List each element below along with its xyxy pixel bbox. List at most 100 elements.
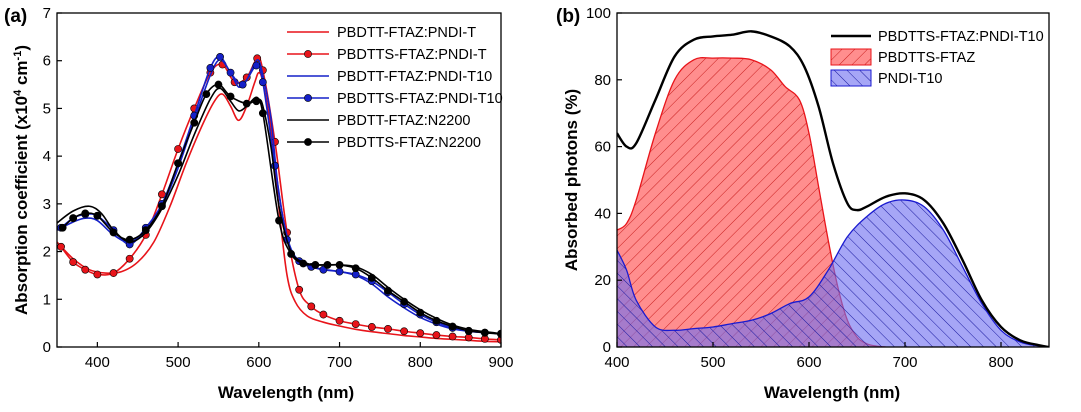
data-point-pbdtts-ftaz-n2200 <box>400 297 409 306</box>
data-point-pbdtts-ftaz-n2200 <box>93 211 102 220</box>
data-point-pbdtts-ftaz-n2200 <box>226 92 235 101</box>
panel-a-legend: PBDTT-FTAZ:PNDI-T PBDTTS-FTAZ:PNDI-T PBDTT… <box>287 25 503 151</box>
data-point-pbdtts-ftaz-pndi-t <box>400 327 409 336</box>
data-point-pbdtts-ftaz-n2200 <box>109 228 118 237</box>
data-point-pbdtts-ftaz-pndi-t <box>351 320 360 328</box>
legend-label-pbdtt-ftaz-pndi-t10: PBDTT-FTAZ:PNDI-T10 <box>337 69 492 85</box>
data-point-pbdtts-ftaz-pndi-t <box>109 269 118 277</box>
panel-b-x-axis-title: Wavelength (nm) <box>764 383 900 402</box>
panel-b-plot-frame <box>616 12 1050 348</box>
panel-a-label: (a) <box>4 6 27 27</box>
panel-a-x-axis-title: Wavelength (nm) <box>218 383 354 402</box>
panel-a-x-tick-label: 800 <box>408 354 433 371</box>
series-line-pbdtts-ftaz-pndi-t10 <box>617 30 1049 347</box>
data-point-pbdtts-ftaz-pndi-t <box>69 258 78 266</box>
legend-label-pbdtt-ftaz-n2200: PBDTT-FTAZ:N2200 <box>337 113 470 129</box>
data-point-pbdtts-ftaz-n2200 <box>367 273 376 282</box>
data-point-pbdtts-ftaz-pndi-t <box>93 270 102 279</box>
data-point-pbdtts-ftaz-pndi-t10 <box>258 78 267 87</box>
data-point-pbdtts-ftaz-pndi-t <box>384 324 392 333</box>
data-point-pbdtts-ftaz-pndi-t <box>432 331 441 339</box>
panel-b-x-tick-label: 600 <box>796 354 821 371</box>
panel-a-x-tick-label: 400 <box>85 354 110 371</box>
legend-marker-pbdtts-ftaz-n2200 <box>304 138 312 146</box>
area-outline-pndi-t10 <box>617 199 1049 347</box>
data-point-pbdtts-ftaz-pndi-t10 <box>216 52 224 61</box>
panel-a-y-tick-label: 1 <box>43 291 51 308</box>
panel-a-series-group <box>57 52 501 344</box>
panel-b-legend: PBDTTS-FTAZ:PNDI-T10 PBDTTS-FTAZ PNDI-T10 <box>830 29 1044 87</box>
data-point-pbdtts-ftaz-pndi-t <box>295 285 304 294</box>
panel-a-y-tick-label: 0 <box>43 339 51 356</box>
data-point-pbdtts-ftaz-pndi-t <box>416 329 425 338</box>
area-fill-pbdtts-ftaz <box>617 57 886 347</box>
legend-label-pndi-t10: PNDI-T10 <box>878 71 942 87</box>
data-point-pbdtts-ftaz-n2200 <box>258 109 267 118</box>
data-point-pbdtts-ftaz-n2200 <box>141 226 150 234</box>
panel-b-absorbed-photons-chart: (b) 400 500 600 700 800 0 20 40 60 80 100 Waveleng… <box>556 5 1050 402</box>
panel-b-y-tick-label: 20 <box>594 272 611 289</box>
data-point-pbdtts-ftaz-pndi-t <box>125 254 134 263</box>
data-point-pbdtts-ftaz-n2200 <box>448 322 457 331</box>
data-point-pbdtts-ftaz-n2200 <box>384 286 392 295</box>
panel-a-x-tick-label: 900 <box>488 354 513 371</box>
panel-b-x-tick-label: 700 <box>892 354 917 371</box>
data-point-pbdtts-ftaz-pndi-t <box>57 242 65 251</box>
legend-swatch-pbdtts-ftaz <box>830 48 872 66</box>
area-fill-pndi-t10 <box>617 199 1049 347</box>
panel-a-x-tick-label: 500 <box>166 354 191 371</box>
data-point-pbdtts-ftaz-n2200 <box>81 209 90 218</box>
data-point-pbdtts-ftaz-n2200 <box>480 328 489 337</box>
legend-marker-pbdtts-ftaz-pndi-t10 <box>304 94 312 102</box>
data-point-pbdtts-ftaz-pndi-t <box>335 316 344 325</box>
legend-label-pbdtts-ftaz-n2200: PBDTTS-FTAZ:N2200 <box>337 135 481 151</box>
data-point-pbdtts-ftaz-pndi-t <box>81 265 90 274</box>
panel-b-y-tick-label: 40 <box>594 205 611 222</box>
data-point-pbdtts-ftaz-n2200 <box>299 259 308 268</box>
data-point-pbdtts-ftaz-n2200 <box>275 216 283 225</box>
panel-b-y-tick-label: 60 <box>594 139 611 156</box>
data-point-pbdtts-ftaz-n2200 <box>214 80 223 89</box>
data-point-pbdtts-ftaz-pndi-t <box>448 332 457 341</box>
data-point-pbdtts-ftaz-pndi-t10 <box>335 267 344 276</box>
panel-a-absorption-chart: (a) 400 500 600 700 800 900 0 1 2 3 4 5 6 7 Wavelengt… <box>4 5 514 402</box>
data-point-pbdtts-ftaz-pndi-t <box>174 145 182 153</box>
legend-label-pbdtts-ftaz-pndi-t: PBDTTS-FTAZ:PNDI-T <box>337 47 487 63</box>
series-line-pbdtt-ftaz-n2200 <box>57 87 501 335</box>
data-point-pbdtts-ftaz-n2200 <box>252 97 261 106</box>
panel-b-x-tick-label: 400 <box>604 354 629 371</box>
data-point-pbdtts-ftaz-pndi-t10 <box>206 63 215 72</box>
data-point-pbdtts-ftaz-n2200 <box>311 261 320 269</box>
panel-a-y-tick-label: 3 <box>43 196 51 213</box>
panel-b-label: (b) <box>556 6 580 27</box>
legend-label-pbdtt-ftaz-pndi-t: PBDTT-FTAZ:PNDI-T <box>337 25 476 41</box>
data-point-pbdtts-ftaz-n2200 <box>351 264 360 273</box>
legend-marker-pbdtts-ftaz-pndi-t <box>304 50 312 58</box>
panel-b-y-tick-label: 80 <box>594 72 611 89</box>
data-point-pbdtts-ftaz-pndi-t <box>307 302 316 311</box>
legend-label-pbdtts-ftaz: PBDTTS-FTAZ <box>878 50 975 66</box>
legend-swatch-pndi-t10 <box>830 69 872 87</box>
data-point-pbdtts-ftaz-n2200 <box>158 202 166 211</box>
data-point-pbdtts-ftaz-n2200 <box>323 261 332 269</box>
data-point-pbdtts-ftaz-n2200 <box>242 99 251 108</box>
data-point-pbdtts-ftaz-n2200 <box>58 223 67 232</box>
legend-label-pbdtts-ftaz-pndi-t10: PBDTTS-FTAZ:PNDI-T10 <box>337 91 503 107</box>
data-point-pbdtts-ftaz-n2200 <box>416 308 425 317</box>
panel-b-series-group <box>617 30 1049 347</box>
data-point-pbdtts-ftaz-pndi-t10 <box>226 68 235 77</box>
data-point-pbdtts-ftaz-pndi-t <box>367 323 376 331</box>
data-point-pbdtts-ftaz-n2200 <box>202 90 211 99</box>
panel-b-x-tick-label: 800 <box>988 354 1013 371</box>
panel-a-y-tick-label: 2 <box>43 244 51 261</box>
panel-a-y-tick-label: 7 <box>43 5 51 22</box>
data-point-pbdtts-ftaz-n2200 <box>464 326 473 335</box>
data-point-pbdtts-ftaz-n2200 <box>174 159 182 168</box>
panel-a-x-tick-label: 600 <box>246 354 271 371</box>
panel-b-y-tick-label: 100 <box>586 5 611 22</box>
data-point-pbdtts-ftaz-pndi-t <box>319 310 328 319</box>
data-point-pbdtts-ftaz-pndi-t10 <box>252 61 261 70</box>
panel-a-y-axis-title: Absorption coefficient (x104 cm-1) <box>12 45 31 315</box>
data-point-pbdtts-ftaz-n2200 <box>432 316 441 325</box>
